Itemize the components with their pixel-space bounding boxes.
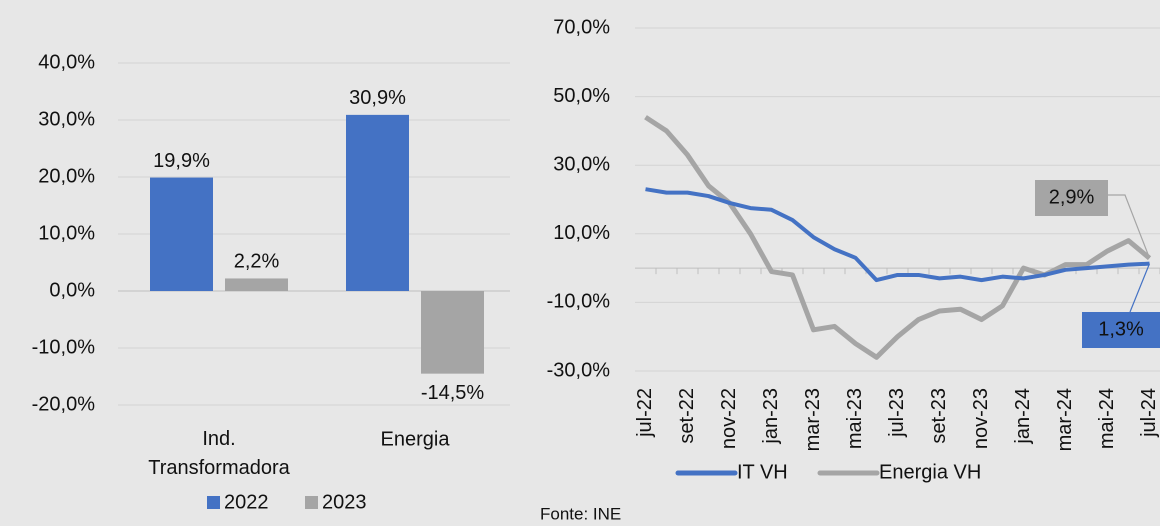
y-tick-label: 30,0% [553,153,610,175]
x-tick-label: jul-24 [1138,388,1160,438]
x-tick-label: jan-23 [760,388,782,445]
x-tick-label: mar-23 [802,388,824,451]
leader-line [1108,194,1151,259]
data-label: -14,5% [421,382,485,404]
data-label-box [1082,312,1160,348]
bar [346,114,409,292]
x-tick-label: Ind. Transformadora [148,428,290,479]
legend-swatch [305,496,318,509]
line-series [645,187,1150,283]
x-tick-label: mai-23 [844,388,866,449]
data-label: 2,2% [234,251,280,273]
data-label: 19,9% [153,150,210,172]
y-tick-label: 0,0% [49,279,95,301]
legend-label: 2022 [224,491,269,513]
y-tick-label: -20,0% [32,393,96,415]
x-tick-label: set-22 [676,388,698,444]
x-tick-label: mar-24 [1054,388,1076,451]
legend-label: 2023 [322,491,367,513]
data-label: 2,9% [1049,186,1095,208]
data-label: 1,3% [1098,318,1144,340]
y-tick-label: -10,0% [547,291,611,313]
leader-line [1129,263,1151,313]
source-note: Fonte: INE [540,504,621,523]
legend-label: IT VH [737,461,788,483]
y-tick-label: 70,0% [553,16,610,38]
x-tick-label: set-23 [928,388,950,444]
y-tick-label: 40,0% [38,51,95,73]
y-tick-label: 10,0% [553,222,610,244]
bar [225,278,288,291]
x-tick-label: nov-23 [970,388,992,449]
x-tick-label: jul-22 [634,388,656,438]
y-tick-label: -30,0% [547,359,611,381]
data-label: 30,9% [349,87,406,109]
legend-label: Energia VH [879,461,981,483]
x-tick-label: jan-24 [1012,388,1034,445]
bar [421,291,484,374]
y-tick-label: 30,0% [38,108,95,130]
x-tick-label: mai-24 [1096,388,1118,449]
line-series [644,115,1152,360]
x-tick-label: Energia [381,428,451,450]
y-tick-label: 50,0% [553,85,610,107]
legend-swatch [207,496,220,509]
y-tick-label: 10,0% [38,222,95,244]
data-label-box [1035,180,1108,216]
y-tick-label: -10,0% [32,336,96,358]
bar [150,177,213,291]
y-tick-label: 20,0% [38,165,95,187]
x-tick-label: jul-23 [886,388,908,438]
x-tick-label: nov-22 [718,388,740,449]
